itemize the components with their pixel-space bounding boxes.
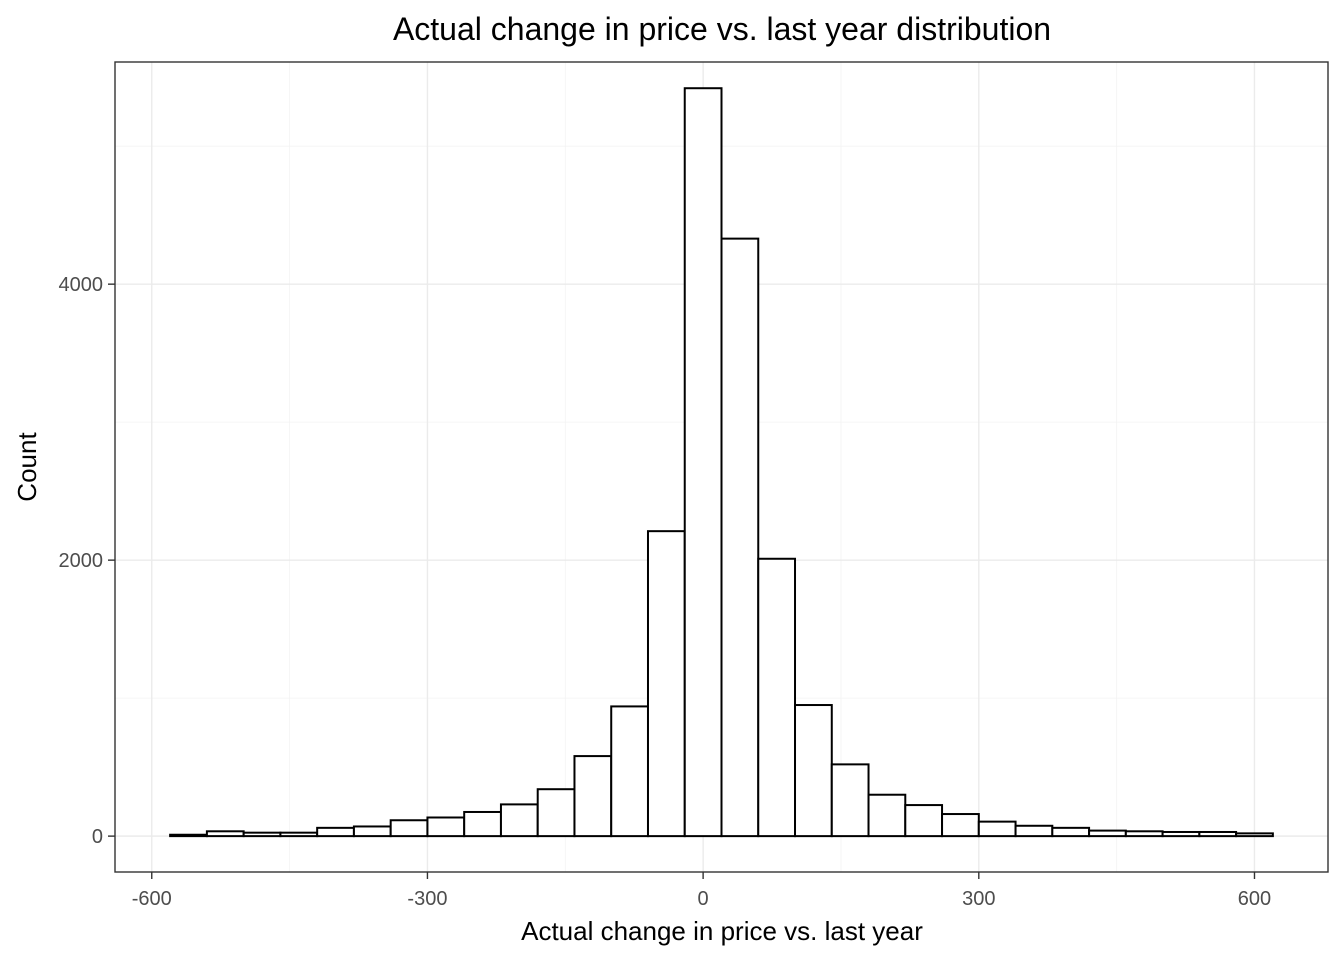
histogram-bar (904, 804, 944, 838)
x-tick-label: -600 (132, 888, 172, 910)
histogram-bar (757, 557, 797, 838)
x-tick-label: 300 (962, 888, 995, 910)
histogram-bar (1051, 826, 1091, 838)
histogram-bar (205, 830, 245, 838)
histogram-bar (499, 803, 539, 838)
histogram-bar (1014, 824, 1054, 838)
histogram-bar (1124, 830, 1164, 838)
y-tick-label: 0 (92, 826, 103, 848)
histogram-bar (169, 833, 208, 838)
histogram-bar (352, 825, 392, 838)
y-axis-ticks: 0 2000 4000 (59, 274, 115, 848)
histogram-bar (1198, 830, 1238, 838)
histogram-bar (977, 820, 1017, 838)
x-axis-label: Actual change in price vs. last year (521, 916, 923, 946)
y-axis-label: Count (12, 432, 42, 502)
histogram-bar (316, 826, 355, 838)
histogram-bar (720, 237, 760, 838)
histogram-bar (1088, 829, 1127, 838)
histogram-bar (1235, 832, 1274, 838)
x-tick-label: 600 (1238, 888, 1271, 910)
histogram-bar (536, 788, 576, 838)
histogram-bar (683, 87, 723, 838)
x-tick-label: 0 (698, 888, 709, 910)
x-tick-label: -300 (407, 888, 447, 910)
chart-title: Actual change in price vs. last year dis… (393, 11, 1051, 47)
histogram-bar (463, 810, 502, 838)
histogram-bar (426, 816, 466, 838)
histogram-bar (867, 793, 907, 838)
histogram-bar (646, 530, 686, 838)
histogram-bar (279, 831, 319, 838)
histogram-bar (389, 819, 429, 838)
histogram-bars (169, 87, 1274, 838)
histogram-bar (830, 763, 870, 838)
panel-border (114, 61, 1329, 873)
histogram-bar (794, 704, 833, 838)
y-tick-label: 4000 (59, 274, 104, 296)
x-axis-ticks: -600 -300 0 300 600 (132, 872, 1271, 910)
histogram-bar (242, 831, 282, 838)
histogram-bar (573, 755, 613, 838)
histogram-bar (1161, 830, 1201, 838)
y-tick-label: 2000 (59, 550, 104, 572)
histogram-bar (941, 813, 980, 838)
histogram-bar (610, 705, 649, 838)
